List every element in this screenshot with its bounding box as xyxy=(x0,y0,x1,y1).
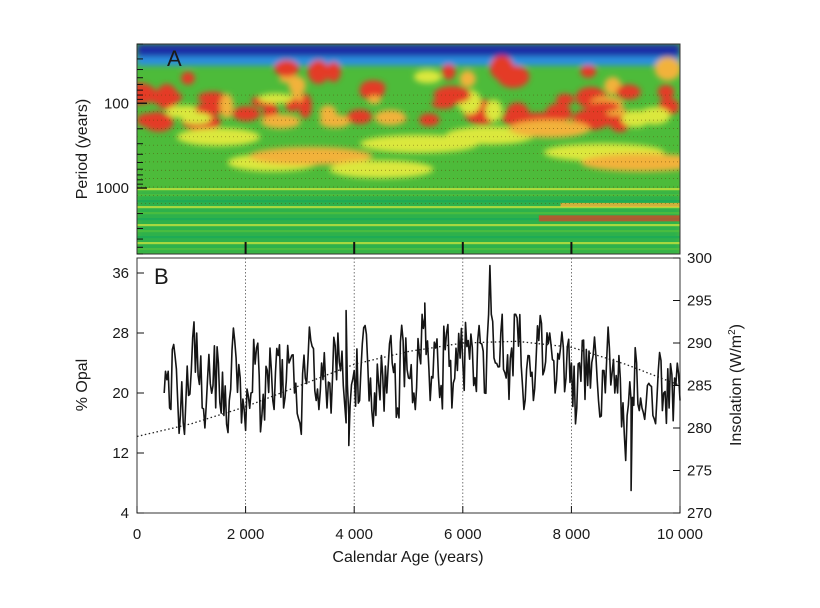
right-y-axis-title-tail: ) xyxy=(728,324,745,329)
power-blob xyxy=(148,89,182,106)
a-y-tick-label: 100 xyxy=(104,95,129,112)
right-y-axis-title-sup: 2 xyxy=(727,329,738,335)
power-blob xyxy=(580,153,680,172)
x-axis-ticks: 0 2 000 4 000 6 000 8 000 10 000 xyxy=(133,506,703,543)
stripe-red xyxy=(538,215,680,222)
power-blob xyxy=(194,102,226,116)
band-transition-top xyxy=(137,56,680,66)
panel-a: 100 1000 A Period (years) xyxy=(74,43,681,255)
stripe-orange xyxy=(560,202,680,207)
right-y-tick-label: 280 xyxy=(687,420,712,437)
stripe xyxy=(137,236,680,239)
left-y-tick-label: 36 xyxy=(112,265,129,282)
power-blob xyxy=(258,93,294,104)
x-tick-label: 2 000 xyxy=(227,526,265,543)
panel-a-frame xyxy=(136,43,681,255)
stripe xyxy=(137,200,680,203)
right-y-tick-label: 285 xyxy=(687,378,712,395)
power-blob xyxy=(176,127,261,146)
power-blob xyxy=(274,60,299,77)
stripe xyxy=(137,218,680,221)
right-y-axis-title-main: Insolation (W/m xyxy=(728,335,745,446)
power-blob xyxy=(413,70,442,84)
panel-a-y-axis-title: Period (years) xyxy=(74,99,91,199)
power-blob xyxy=(181,71,195,85)
a-y-tick-label: 1000 xyxy=(96,180,129,197)
stripe xyxy=(137,242,680,245)
power-blob xyxy=(657,84,675,100)
panel-a-bottom-ticks xyxy=(244,242,573,254)
x-tick-label: 4 000 xyxy=(335,526,373,543)
stripe xyxy=(137,206,680,209)
x-tick-label: 0 xyxy=(133,526,141,543)
power-blob xyxy=(638,107,671,125)
x-tick-label: 6 000 xyxy=(444,526,482,543)
power-blob xyxy=(147,111,166,124)
stripe xyxy=(137,230,680,233)
stripe xyxy=(137,248,680,251)
right-y-tick-label: 290 xyxy=(687,335,712,352)
power-blob xyxy=(556,93,575,106)
power-blob xyxy=(261,114,301,129)
right-y-tick-label: 270 xyxy=(687,505,712,522)
power-blob xyxy=(347,109,373,125)
power-blob xyxy=(329,160,434,179)
right-y-tick-label: 275 xyxy=(687,463,712,480)
heatmap-field xyxy=(137,44,680,254)
stripe xyxy=(137,212,680,215)
right-y-tick-label: 300 xyxy=(687,250,712,267)
power-blob xyxy=(441,64,456,80)
power-blob xyxy=(459,70,476,88)
right-y-tick-label: 295 xyxy=(687,293,712,310)
power-blob xyxy=(181,112,212,125)
power-blob xyxy=(326,61,341,82)
power-blob xyxy=(288,76,306,95)
power-blob xyxy=(197,91,228,104)
insolation-series-line xyxy=(136,340,681,438)
power-blob xyxy=(545,103,572,122)
right-y-axis-title: Insolation (W/m2) xyxy=(727,324,745,446)
x-tick-label: 10 000 xyxy=(657,526,703,543)
left-y-axis-ticks: 4 12 20 28 36 xyxy=(112,265,144,522)
power-blob xyxy=(319,114,351,128)
left-y-tick-label: 4 xyxy=(121,505,129,522)
power-blob xyxy=(654,57,680,81)
stripe xyxy=(137,194,680,197)
left-y-tick-label: 28 xyxy=(112,325,129,342)
power-blob xyxy=(374,109,407,126)
left-y-tick-label: 20 xyxy=(112,385,129,402)
power-blob xyxy=(178,105,197,115)
x-tick-label: 8 000 xyxy=(553,526,591,543)
panel-a-left-ticks xyxy=(137,43,147,255)
power-blob xyxy=(592,117,620,126)
stripe xyxy=(137,224,680,227)
power-blob xyxy=(307,60,330,84)
power-blob xyxy=(489,55,514,81)
panel-a-y-tick-labels: 100 1000 xyxy=(96,95,129,197)
x-axis-title: Calendar Age (years) xyxy=(332,549,483,566)
power-blob xyxy=(367,95,382,105)
power-blob xyxy=(360,134,479,153)
band-low-top xyxy=(137,44,680,57)
opal-series-line xyxy=(163,264,681,492)
power-blob xyxy=(433,85,471,104)
left-y-axis-title: % Opal xyxy=(74,359,91,411)
power-blob xyxy=(232,106,261,122)
panel-b: 0 2 000 4 000 6 000 8 000 10 000 4 12 20 28 36 27… xyxy=(74,250,745,566)
power-blob xyxy=(485,99,503,122)
power-blob xyxy=(248,147,373,166)
stripe xyxy=(137,188,680,191)
panel-a-label: A xyxy=(167,46,182,71)
power-blob xyxy=(580,65,597,78)
power-blob xyxy=(616,84,641,100)
right-y-axis-ticks: 270 275 280 285 290 295 300 xyxy=(673,250,712,522)
power-blob xyxy=(220,93,234,119)
heatmap-stripes xyxy=(137,188,680,251)
panel-b-label: B xyxy=(154,264,169,289)
left-y-tick-label: 12 xyxy=(112,445,129,462)
significance-dots xyxy=(137,94,680,205)
